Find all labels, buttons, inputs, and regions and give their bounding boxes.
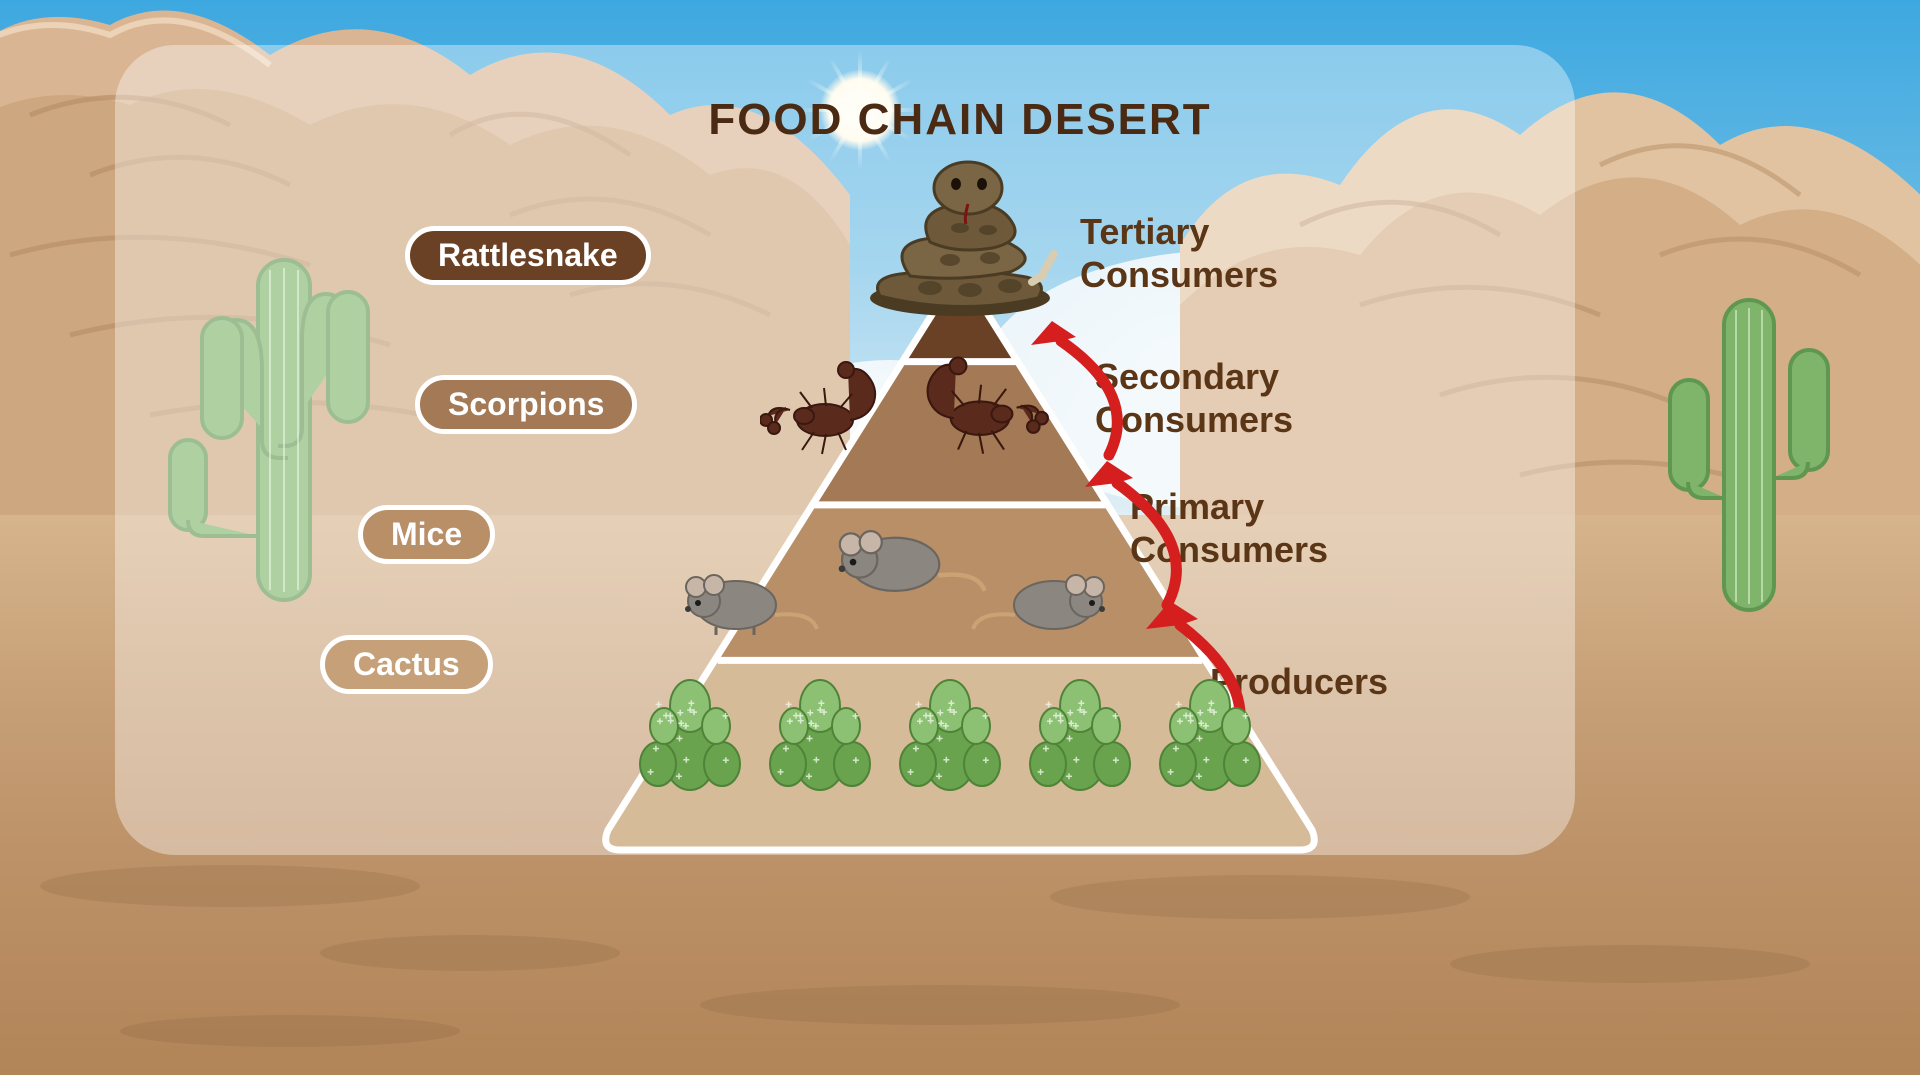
cactus-icon — [890, 660, 1010, 800]
scorpion-icon — [910, 345, 1050, 460]
mouse-icon — [820, 498, 990, 603]
cactus-icon — [1150, 660, 1270, 800]
organism-pill-cactus: Cactus — [320, 635, 493, 694]
organism-pill-rattlesnake: Rattlesnake — [405, 226, 651, 285]
cactus-icon — [760, 660, 880, 800]
mouse-icon — [670, 545, 820, 640]
scene: FOOD CHAIN DESERT Rattlesnake Scorpions … — [0, 0, 1920, 1075]
diagram-title: FOOD CHAIN DESERT — [0, 95, 1920, 145]
organism-pill-mice: Mice — [358, 505, 495, 564]
role-label-tertiary: TertiaryConsumers — [1080, 210, 1278, 296]
cactus-icon — [630, 660, 750, 800]
cactus-row — [630, 660, 1270, 800]
rattlesnake-icon — [860, 148, 1060, 318]
cactus-bg-right — [1630, 270, 1860, 630]
scorpion-icon — [760, 350, 890, 460]
cactus-icon — [1020, 660, 1140, 800]
organism-pill-scorpions: Scorpions — [415, 375, 637, 434]
mouse-icon — [970, 545, 1120, 640]
